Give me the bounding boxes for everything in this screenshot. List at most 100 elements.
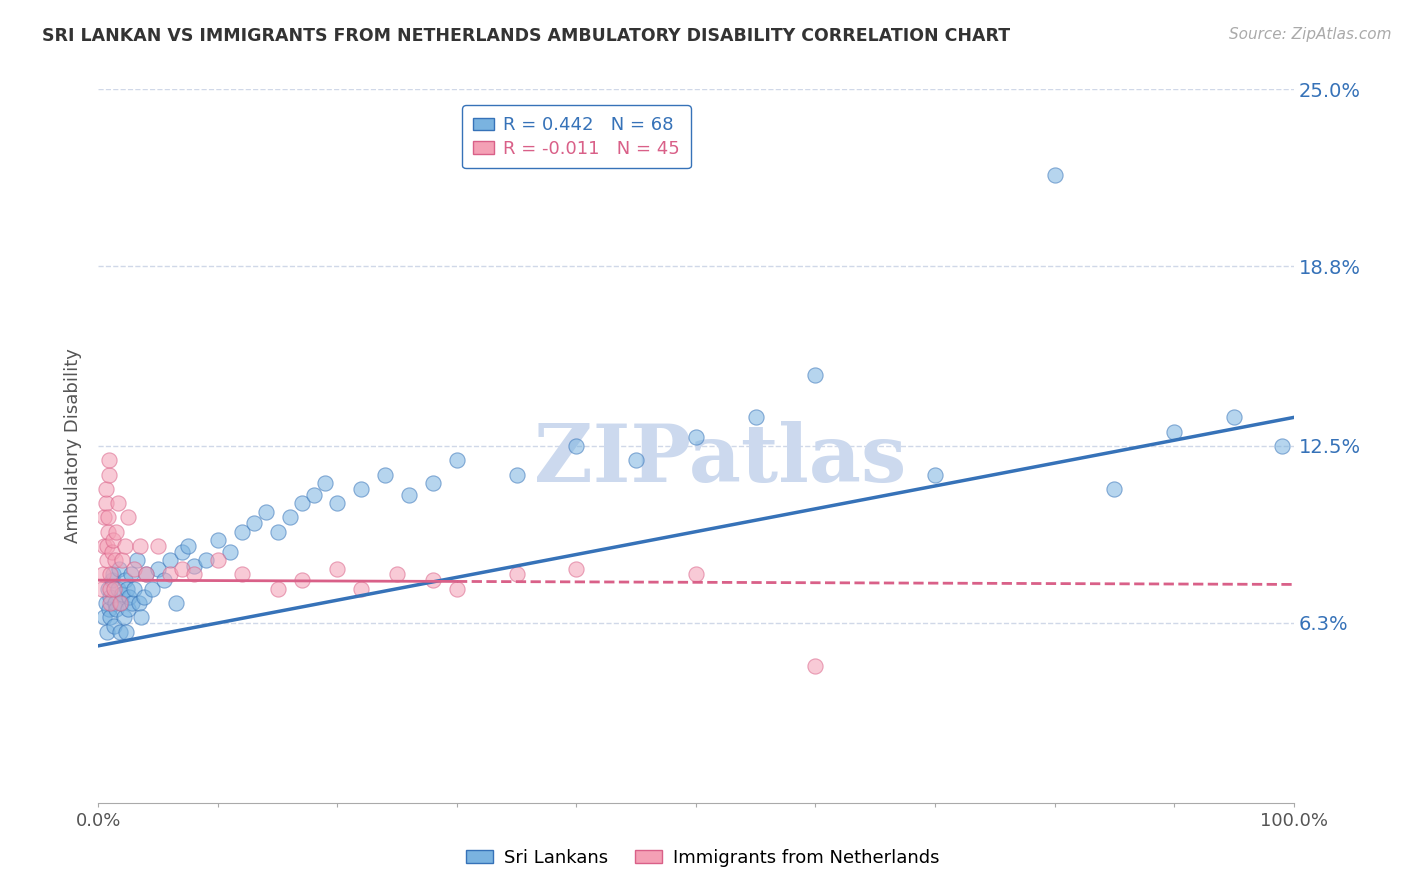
Point xyxy=(254,505,277,519)
Point xyxy=(745,410,768,425)
Point xyxy=(97,510,120,524)
Legend: Sri Lankans, Immigrants from Netherlands: Sri Lankans, Immigrants from Netherlands xyxy=(458,842,948,874)
Point xyxy=(565,439,588,453)
Point xyxy=(98,596,122,610)
Point xyxy=(93,610,115,624)
Point xyxy=(98,453,121,467)
Point xyxy=(104,596,127,610)
Point xyxy=(93,539,115,553)
Point xyxy=(96,624,118,639)
Point xyxy=(131,610,153,624)
Point xyxy=(148,562,170,576)
Point xyxy=(110,596,132,610)
Point xyxy=(115,582,138,596)
Point xyxy=(132,591,155,605)
Point xyxy=(148,539,170,553)
Text: SRI LANKAN VS IMMIGRANTS FROM NETHERLANDS AMBULATORY DISABILITY CORRELATION CHAR: SRI LANKAN VS IMMIGRANTS FROM NETHERLAND… xyxy=(42,27,1011,45)
Point xyxy=(195,553,218,567)
Point xyxy=(124,582,146,596)
Point xyxy=(302,487,325,501)
Point xyxy=(98,467,121,482)
Point xyxy=(159,567,181,582)
Point xyxy=(105,524,128,539)
Point xyxy=(128,596,150,610)
Point xyxy=(103,619,125,633)
Point xyxy=(446,582,468,596)
Point xyxy=(207,553,229,567)
Point xyxy=(231,524,253,539)
Point xyxy=(108,596,131,610)
Point xyxy=(96,539,118,553)
Point xyxy=(422,476,444,491)
Point xyxy=(177,539,200,553)
Point xyxy=(117,601,139,615)
Point xyxy=(422,573,444,587)
Point xyxy=(804,658,827,673)
Point xyxy=(326,562,349,576)
Point xyxy=(183,558,205,573)
Point xyxy=(96,553,118,567)
Point xyxy=(135,567,157,582)
Point xyxy=(506,467,529,482)
Point xyxy=(124,562,146,576)
Point xyxy=(100,573,122,587)
Point xyxy=(243,516,266,530)
Point xyxy=(121,596,143,610)
Point xyxy=(114,573,136,587)
Point xyxy=(129,539,152,553)
Point xyxy=(565,562,588,576)
Point xyxy=(141,582,163,596)
Point xyxy=(1043,168,1066,182)
Point xyxy=(165,596,187,610)
Point xyxy=(315,476,337,491)
Point xyxy=(98,582,122,596)
Point xyxy=(398,487,420,501)
Point xyxy=(278,510,301,524)
Point xyxy=(117,510,139,524)
Point xyxy=(94,596,117,610)
Point xyxy=(104,553,127,567)
Point xyxy=(101,567,124,582)
Point xyxy=(101,533,124,548)
Point xyxy=(506,567,529,582)
Point xyxy=(1104,482,1126,496)
Point xyxy=(103,582,125,596)
Point xyxy=(108,624,131,639)
Point xyxy=(94,496,117,510)
Text: ZIPatlas: ZIPatlas xyxy=(534,421,905,500)
Point xyxy=(326,496,349,510)
Point xyxy=(97,582,120,596)
Point xyxy=(91,567,114,582)
Point xyxy=(107,496,129,510)
Point xyxy=(98,601,121,615)
Point xyxy=(125,553,148,567)
Point xyxy=(446,453,468,467)
Point xyxy=(1271,439,1294,453)
Point xyxy=(804,368,827,382)
Point xyxy=(626,453,648,467)
Legend: R = 0.442   N = 68, R = -0.011   N = 45: R = 0.442 N = 68, R = -0.011 N = 45 xyxy=(463,105,690,169)
Point xyxy=(291,573,314,587)
Point xyxy=(93,510,115,524)
Point xyxy=(120,567,142,582)
Point xyxy=(219,544,242,558)
Point xyxy=(385,567,409,582)
Point xyxy=(172,562,194,576)
Point xyxy=(111,587,134,601)
Point xyxy=(91,582,114,596)
Point xyxy=(112,610,135,624)
Y-axis label: Ambulatory Disability: Ambulatory Disability xyxy=(65,349,83,543)
Point xyxy=(231,567,253,582)
Point xyxy=(105,601,128,615)
Point xyxy=(115,624,138,639)
Point xyxy=(118,591,141,605)
Point xyxy=(374,467,396,482)
Point xyxy=(267,524,290,539)
Point xyxy=(98,567,122,582)
Point xyxy=(98,610,122,624)
Point xyxy=(267,582,290,596)
Point xyxy=(685,567,707,582)
Point xyxy=(291,496,314,510)
Point xyxy=(350,482,373,496)
Point xyxy=(685,430,707,444)
